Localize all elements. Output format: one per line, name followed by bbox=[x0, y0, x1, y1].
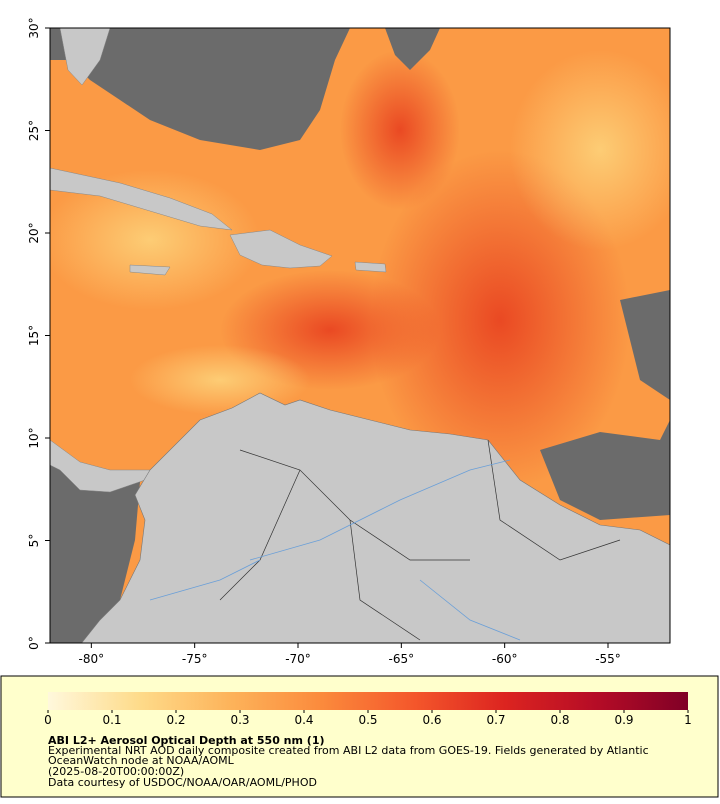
river bbox=[149, 459, 521, 641]
land bbox=[59, 28, 111, 86]
x-tick-label: -65° bbox=[389, 652, 415, 666]
colorbar-tick-label: 0.4 bbox=[294, 713, 313, 727]
colorbar-tick-label: 0.3 bbox=[230, 713, 249, 727]
caption-title: ABI L2+ Aerosol Optical Depth at 550 nm … bbox=[48, 734, 325, 747]
x-tick-label: -70° bbox=[285, 652, 311, 666]
colorbar-axis: 0 0.1 0.2 0.3 0.4 0.5 0.6 0.7 0.8 0.9 1 bbox=[44, 710, 692, 727]
no-data bbox=[385, 28, 440, 70]
no-data bbox=[50, 455, 140, 643]
land bbox=[354, 261, 387, 273]
y-tick-label: 30° bbox=[27, 17, 41, 38]
y-tick-label: 25° bbox=[27, 120, 41, 141]
caption-line: Experimental NRT AOD daily composite cre… bbox=[48, 744, 649, 757]
map-area bbox=[50, 28, 670, 643]
caption-time: (2025-08-20T00:00:00Z) bbox=[48, 765, 184, 778]
x-tick-label: -55° bbox=[595, 652, 621, 666]
no-data bbox=[620, 290, 670, 400]
colorbar-tick-label: 1 bbox=[684, 713, 692, 727]
land bbox=[50, 167, 233, 231]
colorbar-tick-label: 0.6 bbox=[422, 713, 441, 727]
x-tick-label: -75° bbox=[182, 652, 208, 666]
no-data bbox=[50, 28, 350, 150]
colorbar-tick-label: 0.8 bbox=[550, 713, 569, 727]
caption-line: OceanWatch node at NOAA/AOML bbox=[48, 754, 235, 767]
y-tick-label: 5° bbox=[27, 534, 41, 548]
colorbar-tick-label: 0.9 bbox=[614, 713, 633, 727]
x-tick-label: -80° bbox=[79, 652, 105, 666]
land bbox=[229, 229, 333, 269]
aod-low bbox=[50, 170, 260, 310]
y-tick-label: 15° bbox=[27, 325, 41, 346]
no-data bbox=[540, 420, 670, 520]
y-tick-label: 20° bbox=[27, 222, 41, 243]
land bbox=[129, 264, 171, 276]
caption-credit: Data courtesy of USDOC/NOAA/OAR/AOML/PHO… bbox=[48, 776, 317, 789]
colorbar-tick-label: 0 bbox=[44, 713, 52, 727]
colorbar bbox=[48, 692, 688, 710]
aod-high bbox=[340, 50, 460, 210]
colorbar-tick-label: 0.1 bbox=[102, 713, 121, 727]
colorbar-tick-label: 0.7 bbox=[486, 713, 505, 727]
axes: -80° -75° -70° -65° -60° -55° 0° 5° 10° 15° 20° 25°… bbox=[27, 17, 621, 666]
aod-low bbox=[510, 50, 670, 250]
x-tick-label: -60° bbox=[492, 652, 518, 666]
colorbar-tick-label: 0.5 bbox=[358, 713, 377, 727]
colorbar-tick-label: 0.2 bbox=[166, 713, 185, 727]
y-tick-label: 10° bbox=[27, 427, 41, 448]
y-tick-label: 0° bbox=[27, 636, 41, 650]
border bbox=[219, 439, 621, 641]
land bbox=[81, 392, 670, 643]
land bbox=[50, 439, 151, 493]
